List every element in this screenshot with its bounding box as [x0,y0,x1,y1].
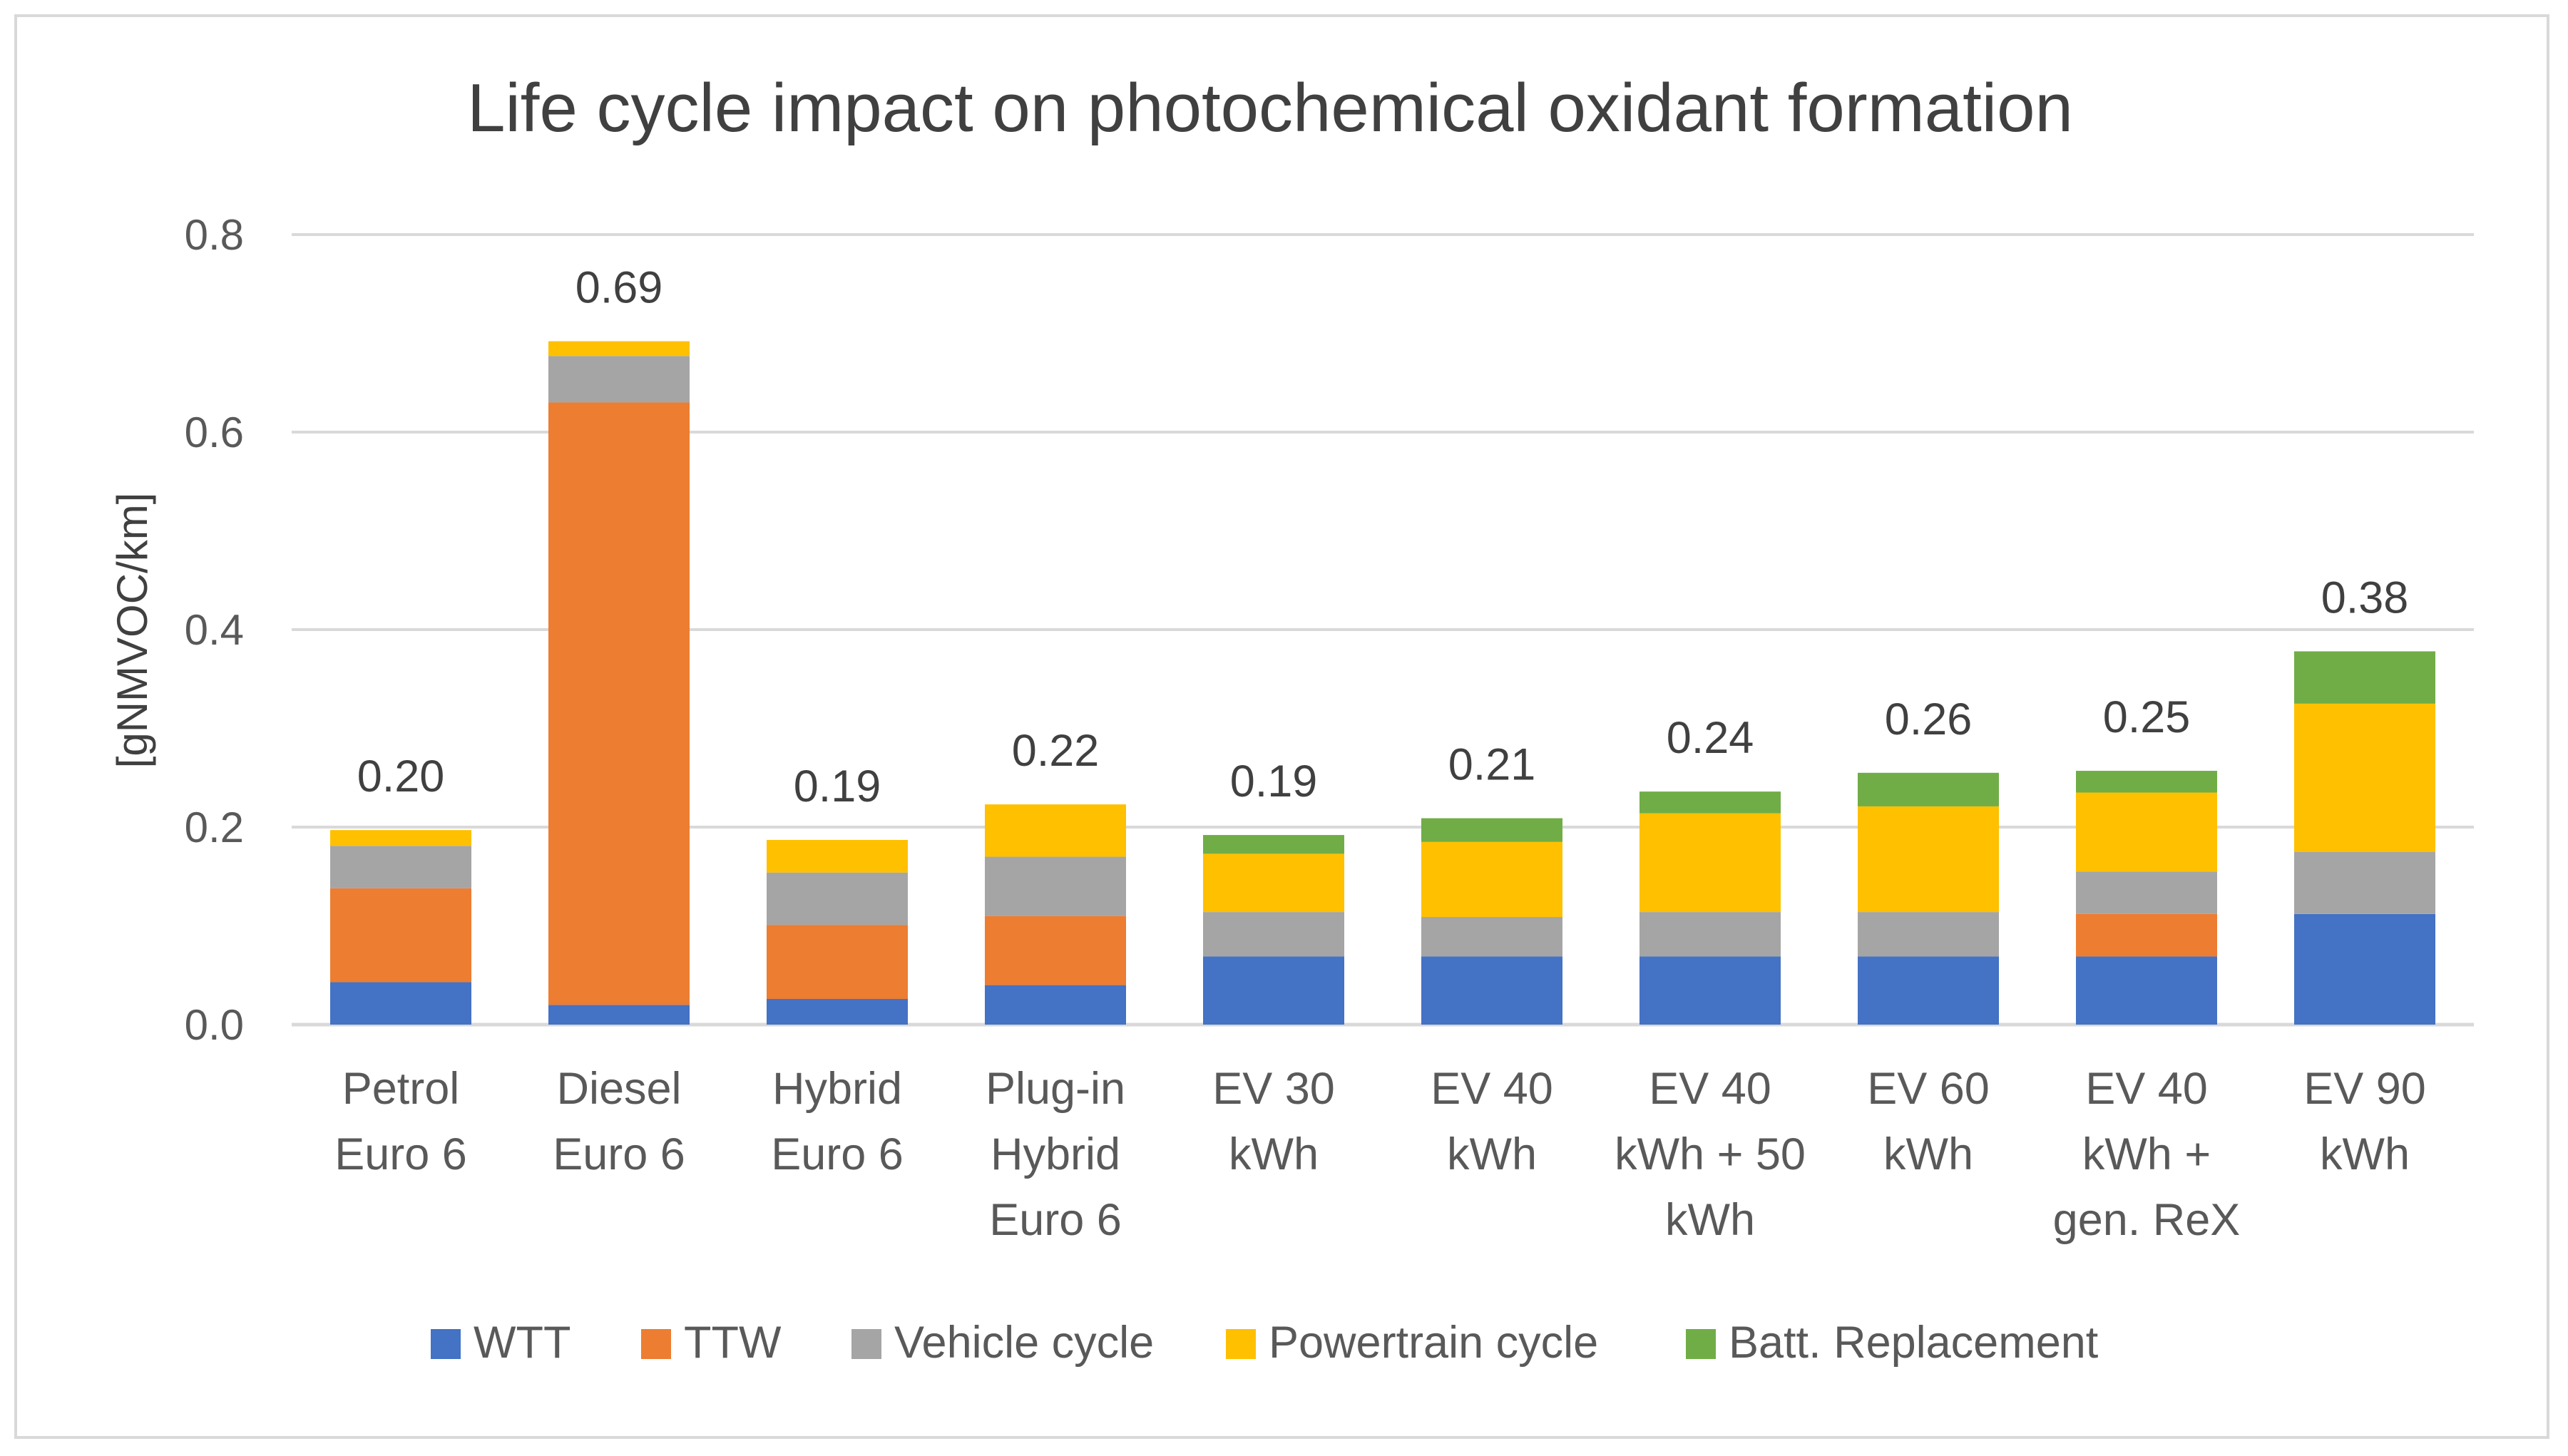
bar-segment-vehicle-cycle [1203,912,1344,957]
y-axis-title: [gNMVOC/km] [108,493,156,769]
legend-label: Powertrain cycle [1269,1318,1598,1368]
bar-segment-ttw [767,925,908,999]
y-tick-label: 0.8 [185,211,244,259]
x-category-label: EV 60 kWh [1867,1064,1990,1179]
bar-segment-powertrain-cycle [2076,792,2217,872]
bar-segment-powertrain-cycle [2294,703,2435,852]
bar-segment-wtt [2294,913,2435,1025]
bar-segment-ttw [330,888,471,983]
y-tick-label: 0.0 [185,1001,244,1049]
total-label: 0.24 [1667,713,1754,763]
y-tick-label: 0.4 [185,606,244,654]
y-tick-label: 0.2 [185,804,244,851]
bar-segment-batt-replacement [2076,771,2217,793]
legend-label: WTT [474,1318,571,1368]
legend-swatch [1686,1329,1716,1359]
chart-title: Life cycle impact on photochemical oxida… [467,70,2073,146]
chart-frame: Life cycle impact on photochemical oxida… [14,14,2549,1439]
x-category-label: EV 40 kWh [1431,1064,1553,1179]
chart-canvas: Life cycle impact on photochemical oxida… [108,70,2474,1368]
bar-segment-batt-replacement [1639,791,1781,814]
legend-item: Powertrain cycle [1226,1318,1598,1368]
bar-segment-wtt [548,1005,690,1025]
bar-segment-wtt [1203,956,1344,1025]
bar-segment-wtt [767,998,908,1025]
bar-segment-vehicle-cycle [2294,851,2435,914]
total-label: 0.19 [1230,757,1318,806]
x-category-label: EV 40 kWh + 50 kWh [1615,1064,1806,1245]
bar-segment-powertrain-cycle [548,341,690,357]
total-label: 0.21 [1448,740,1536,790]
bar-segment-vehicle-cycle [1421,917,1562,957]
x-category-label: Plug-in Hybrid Euro 6 [986,1064,1125,1245]
total-label: 0.26 [1885,694,1973,744]
bar-segment-vehicle-cycle [767,872,908,926]
x-category-label: Hybrid Euro 6 [771,1064,904,1179]
bar-segment-powertrain-cycle [330,830,471,846]
bar-segment-vehicle-cycle [330,846,471,888]
legend-swatch [431,1329,461,1359]
bar-segment-ttw [2076,913,2217,957]
legend-item: WTT [431,1318,571,1368]
legend-item: TTW [641,1318,782,1368]
bar-segment-wtt [2076,956,2217,1025]
bar-segment-batt-replacement [1858,772,1999,806]
bar-segment-powertrain-cycle [1203,853,1344,913]
bar-segment-vehicle-cycle [1639,912,1781,957]
bar-segment-wtt [1858,956,1999,1025]
total-labels: 0.20 0.69 0.19 0.22 0.19 0.21 0.24 0.26 0.25 0.38 [357,263,2409,811]
y-tick-label: 0.6 [185,409,244,456]
total-label: 0.38 [2321,573,2409,622]
bar-segment-wtt [985,985,1126,1025]
bar-segment-vehicle-cycle [548,356,690,403]
legend-item: Batt. Replacement [1686,1318,2099,1368]
bar-segment-vehicle-cycle [985,856,1126,916]
total-label: 0.69 [576,263,663,313]
bar-segment-ttw [985,916,1126,985]
legend: WTT TTW Vehicle cycle Powertrain cycle Batt.… [431,1318,2099,1368]
bar-segment-vehicle-cycle [2076,871,2217,914]
total-label: 0.25 [2103,692,2191,742]
bar-segment-powertrain-cycle [1639,813,1781,913]
bar-segment-batt-replacement [1421,818,1562,842]
bar-segment-wtt [1639,956,1781,1025]
x-category-label: Diesel Euro 6 [553,1064,685,1179]
x-axis-categories: Petrol Euro 6 Diesel Euro 6 Hybrid Euro 6 Plug… [334,1064,2426,1245]
legend-label: Vehicle cycle [894,1318,1154,1368]
x-category-label: EV 90 kWh [2303,1064,2426,1179]
bar-segment-powertrain-cycle [1421,841,1562,918]
bar-segment-powertrain-cycle [1858,806,1999,913]
x-category-label: EV 40 kWh + gen. ReX [2053,1064,2241,1245]
bar-segment-batt-replacement [2294,651,2435,704]
legend-swatch [851,1329,881,1359]
bar-segment-vehicle-cycle [1858,912,1999,957]
legend-label: TTW [684,1318,782,1368]
bar-segment-powertrain-cycle [767,840,908,873]
bar-segment-powertrain-cycle [985,804,1126,857]
total-label: 0.19 [794,762,881,811]
total-label: 0.20 [357,752,445,801]
legend-item: Vehicle cycle [851,1318,1154,1368]
total-label: 0.22 [1012,726,1100,776]
legend-swatch [1226,1329,1256,1359]
bar-segment-wtt [330,982,471,1025]
legend-label: Batt. Replacement [1729,1318,2099,1368]
bar-segment-batt-replacement [1203,835,1344,854]
bar-segment-ttw [548,402,690,1005]
legend-swatch [641,1329,671,1359]
bar-segment-wtt [1421,956,1562,1025]
x-category-label: Petrol Euro 6 [334,1064,467,1179]
x-category-label: EV 30 kWh [1212,1064,1335,1179]
y-axis-ticks: 0.0 0.2 0.4 0.6 0.8 [185,211,244,1049]
bars [330,341,2435,1025]
